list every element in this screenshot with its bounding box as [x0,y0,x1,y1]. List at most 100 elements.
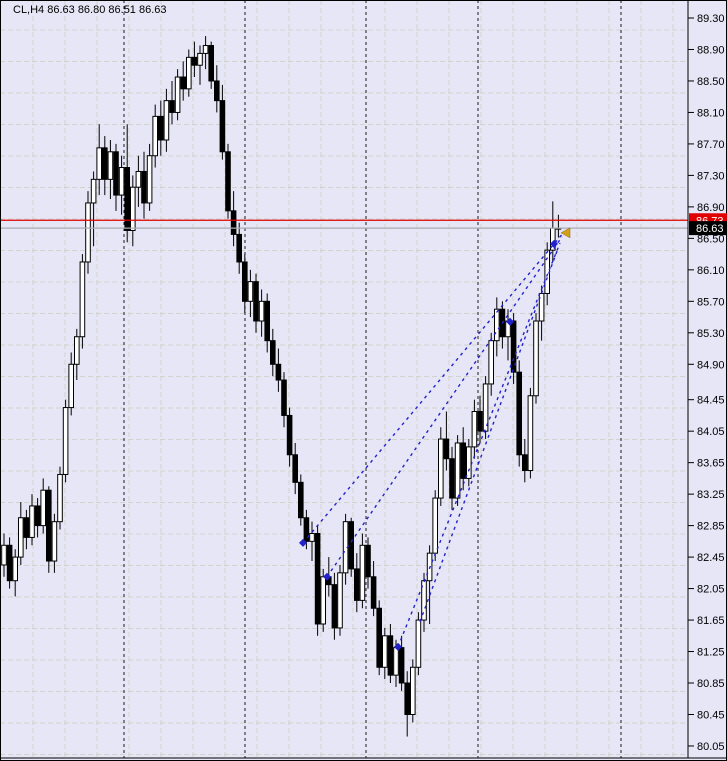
candle-body-bear [376,607,382,668]
axis-price-label: 80.05 [697,741,725,753]
axis-price-label: 80.45 [697,709,725,721]
axis-price-label: 88.50 [697,76,725,88]
candle-body-bear [102,147,108,180]
candle-body-bull [146,155,153,204]
candle-body-bull [538,292,545,322]
candle-body-bear [370,576,377,609]
candle-body-bear [449,458,455,499]
trendline-anchor-marker [550,239,558,248]
axis-price-label: 86.50 [697,233,725,245]
candle-body-bull [107,151,114,180]
candle-body-bull [258,300,265,322]
candle-body-bear [141,170,147,204]
candle-body-bear [286,414,293,456]
candle-body-bear [219,100,226,153]
candle-body-bull [382,635,388,668]
axis-price-label: 83.25 [697,489,725,501]
current-price-arrow-icon [560,227,571,239]
axis-price-label: 86.90 [697,202,725,214]
axis-price-label: 82.45 [697,552,725,564]
candle-body-bull [29,505,35,538]
candle-body-bear [253,281,259,322]
candle-body-bull [482,383,489,432]
candle-body-bull [79,261,86,338]
axis-price-label: 84.90 [697,359,725,371]
candle-body-bull [337,572,343,629]
candle-body-bull [533,320,539,397]
candle-body-bear [169,100,175,113]
candle-body-bull [393,647,399,676]
candle-body-bear [443,438,450,460]
chart-ohlc-header: CL,H4 86.63 86.80 86.51 86.63 [13,4,167,16]
candle-body-bull [40,489,47,527]
axis-price-label: 87.30 [697,170,725,182]
trendline-anchor-marker [323,572,331,581]
candle-body-bull [118,167,125,196]
axis-price-label: 85.30 [697,328,725,340]
candle-body-bull [1,544,7,566]
candle-body-bear [303,517,310,542]
candle-body-bull [74,336,80,365]
candle-body-bull [410,666,416,715]
axis-price-label: 86.10 [697,265,725,277]
candle-body-bear [124,167,131,231]
trendline [419,248,559,622]
axis-price-label: 84.45 [697,395,725,407]
trendline [397,242,561,648]
candle-body-bull [174,76,181,113]
trendline-anchor-marker [394,642,402,651]
candle-body-bull [62,407,69,475]
candle-body-bull [163,100,170,141]
candle-body-bear [34,505,41,527]
axis-price-label: 82.85 [697,521,725,533]
candle-body-bear [354,568,360,601]
candle-body-bull [51,521,58,562]
candle-body-bear [298,481,304,519]
candle-body-bull [135,170,142,188]
candle-body-bear [270,340,276,365]
candle-body-bull [488,340,494,385]
candle-body-bull [18,517,24,558]
current-price-box-label: 86.63 [696,223,724,235]
candle-body-bull [90,178,97,204]
candle-body-bear [281,379,287,416]
candle-body-bull [197,52,203,66]
candle-body-bull [96,147,103,180]
candle-body-bear [516,371,523,456]
candle-body-bear [275,363,282,381]
axis-price-label: 81.65 [697,615,725,627]
candle-body-bull [202,45,209,54]
candle-body-bull [471,411,478,448]
axis-price-label: 88.90 [697,44,725,56]
candle-body-bull [454,442,461,499]
candle-body-bear [214,80,220,102]
candle-body-bull [320,576,326,625]
axis-price-label: 83.65 [697,458,725,470]
current-price-box[interactable] [689,221,727,236]
candle-body-bull [432,497,438,554]
axis-price-label: 85.70 [697,296,725,308]
candle-body-bull [415,619,422,668]
candle-body-bull [309,532,315,542]
candle-body-bear [522,454,528,472]
trendline [302,231,565,544]
candle-body-bear [23,517,30,538]
axis-price-label: 89.30 [697,13,725,25]
axis-price-label: 80.85 [697,678,725,690]
axis-price-label: 87.70 [697,139,725,151]
candle-body-bull [186,56,192,90]
candle-body-bear [331,584,338,629]
candle-body-bear [230,210,237,235]
candle-body-bull [527,395,534,472]
candle-body-bear [236,233,242,263]
candle-body-bear [314,532,321,625]
axis-price-label: 88.10 [697,107,725,119]
candle-body-bull [68,363,75,409]
candle-body-bear [180,76,186,90]
candle-body-bull [152,115,158,157]
candle-body-bear [510,320,517,373]
trendline-anchor-marker [299,538,307,547]
